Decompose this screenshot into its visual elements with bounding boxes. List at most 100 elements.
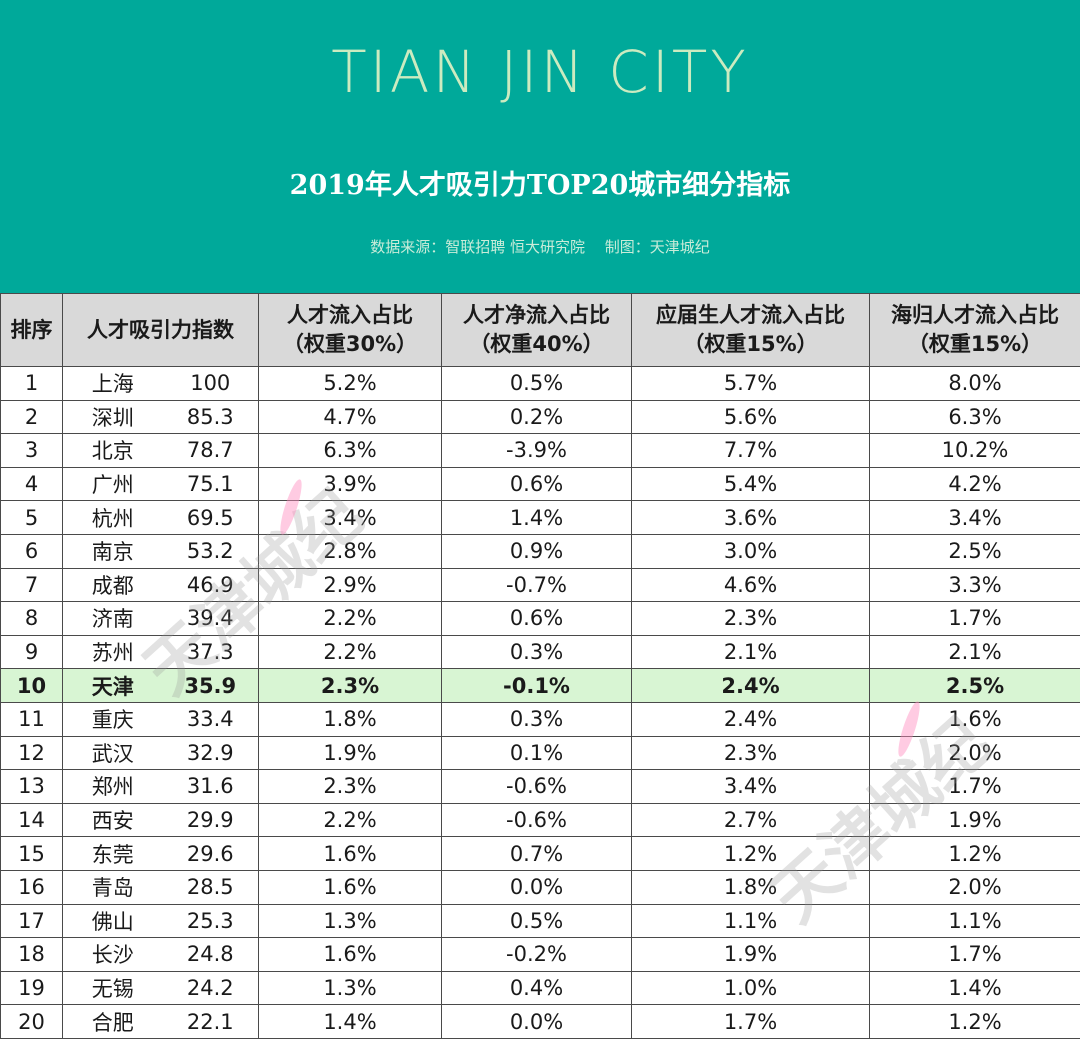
returnee-cell: 3.4% — [870, 501, 1080, 535]
graduate-cell: 2.4% — [632, 702, 870, 736]
graduate-cell: 1.1% — [632, 904, 870, 938]
city-cell: 杭州 — [63, 501, 163, 535]
inflow-cell: 2.9% — [259, 568, 442, 602]
returnee-cell: 2.5% — [870, 534, 1080, 568]
returnee-cell: 8.0% — [870, 367, 1080, 401]
net-inflow-cell: -0.2% — [442, 938, 632, 972]
inflow-cell: 2.8% — [259, 534, 442, 568]
inflow-cell: 1.6% — [259, 938, 442, 972]
returnee-cell: 1.4% — [870, 971, 1080, 1005]
graduate-cell: 2.7% — [632, 803, 870, 837]
graduate-cell: 2.4% — [632, 669, 870, 703]
inflow-cell: 1.6% — [259, 870, 442, 904]
graduate-cell: 1.2% — [632, 837, 870, 871]
index-cell: 24.2 — [163, 971, 259, 1005]
city-cell: 北京 — [63, 434, 163, 468]
index-cell: 39.4 — [163, 602, 259, 636]
city-cell: 合肥 — [63, 1005, 163, 1039]
header-rank: 排序 — [1, 294, 63, 367]
graduate-cell: 5.7% — [632, 367, 870, 401]
graduate-cell: 2.3% — [632, 736, 870, 770]
rank-cell: 17 — [1, 904, 63, 938]
rank-cell: 2 — [1, 400, 63, 434]
rank-cell: 18 — [1, 938, 63, 972]
header-returnee-inflow: 海归人才流入占比 （权重15%） — [870, 294, 1080, 367]
net-inflow-cell: 0.3% — [442, 702, 632, 736]
inflow-cell: 3.9% — [259, 467, 442, 501]
inflow-cell: 2.2% — [259, 803, 442, 837]
city-cell: 重庆 — [63, 702, 163, 736]
city-cell: 无锡 — [63, 971, 163, 1005]
header-inflow: 人才流入占比 （权重30%） — [259, 294, 442, 367]
graduate-cell: 3.0% — [632, 534, 870, 568]
rank-cell: 9 — [1, 635, 63, 669]
returnee-cell: 10.2% — [870, 434, 1080, 468]
returnee-cell: 1.7% — [870, 770, 1080, 804]
city-cell: 济南 — [63, 602, 163, 636]
index-cell: 35.9 — [163, 669, 259, 703]
rank-cell: 3 — [1, 434, 63, 468]
index-cell: 53.2 — [163, 534, 259, 568]
city-cell: 青岛 — [63, 870, 163, 904]
returnee-cell: 2.1% — [870, 635, 1080, 669]
city-cell: 深圳 — [63, 400, 163, 434]
returnee-cell: 1.7% — [870, 602, 1080, 636]
rank-cell: 7 — [1, 568, 63, 602]
inflow-cell: 2.3% — [259, 669, 442, 703]
city-cell: 东莞 — [63, 837, 163, 871]
index-cell: 85.3 — [163, 400, 259, 434]
city-cell: 西安 — [63, 803, 163, 837]
header-graduate-inflow-text: 应届生人才流入占比 （权重15%） — [656, 303, 845, 356]
net-inflow-cell: 1.4% — [442, 501, 632, 535]
index-cell: 29.6 — [163, 837, 259, 871]
rank-cell: 12 — [1, 736, 63, 770]
city-cell: 佛山 — [63, 904, 163, 938]
graduate-cell: 7.7% — [632, 434, 870, 468]
city-cell: 天津 — [63, 669, 163, 703]
index-cell: 33.4 — [163, 702, 259, 736]
index-cell: 32.9 — [163, 736, 259, 770]
city-cell: 武汉 — [63, 736, 163, 770]
city-cell: 成都 — [63, 568, 163, 602]
graduate-cell: 3.4% — [632, 770, 870, 804]
net-inflow-cell: 0.0% — [442, 870, 632, 904]
returnee-cell: 1.1% — [870, 904, 1080, 938]
city-cell: 长沙 — [63, 938, 163, 972]
graduate-cell: 5.6% — [632, 400, 870, 434]
net-inflow-cell: -3.9% — [442, 434, 632, 468]
net-inflow-cell: -0.6% — [442, 803, 632, 837]
index-cell: 78.7 — [163, 434, 259, 468]
index-cell: 46.9 — [163, 568, 259, 602]
index-cell: 100 — [163, 367, 259, 401]
city-cell: 郑州 — [63, 770, 163, 804]
data-source: 数据来源：智联招聘 恒大研究院 制图：天津城纪 — [0, 236, 1080, 257]
inflow-cell: 6.3% — [259, 434, 442, 468]
graduate-cell: 5.4% — [632, 467, 870, 501]
index-cell: 22.1 — [163, 1005, 259, 1039]
city-cell: 上海 — [63, 367, 163, 401]
rank-cell: 5 — [1, 501, 63, 535]
inflow-cell: 5.2% — [259, 367, 442, 401]
net-inflow-cell: 0.3% — [442, 635, 632, 669]
graduate-cell: 3.6% — [632, 501, 870, 535]
index-cell: 75.1 — [163, 467, 259, 501]
rank-cell: 13 — [1, 770, 63, 804]
returnee-cell: 4.2% — [870, 467, 1080, 501]
inflow-cell: 4.7% — [259, 400, 442, 434]
graduate-cell: 2.1% — [632, 635, 870, 669]
net-inflow-cell: 0.4% — [442, 971, 632, 1005]
header-inflow-text: 人才流入占比 （权重30%） — [283, 303, 417, 356]
header-net-inflow: 人才净流入占比 （权重40%） — [442, 294, 632, 367]
inflow-cell: 1.9% — [259, 736, 442, 770]
